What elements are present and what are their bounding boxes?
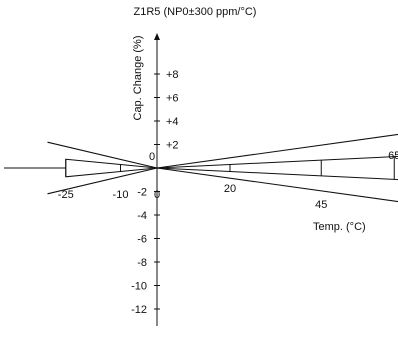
x-value-label: 65 <box>388 150 398 162</box>
y-tick-label: -6 <box>137 234 147 246</box>
tolerance-envelope <box>65 155 398 181</box>
origin-label: 0 <box>149 151 155 163</box>
y-tick-label: +6 <box>166 93 179 105</box>
y-tick-label: +2 <box>166 140 179 152</box>
x-axis-label: Temp. (°C) <box>313 221 366 233</box>
y-axis-label: Cap. Change (%) <box>132 36 144 121</box>
x-value-label: -10 <box>113 189 129 201</box>
y-tick-label: +8 <box>166 69 179 81</box>
x-value-label: 20 <box>224 183 236 195</box>
y-tick-label: +4 <box>166 116 179 128</box>
x-value-label: -25 <box>58 189 74 201</box>
y-tick-label: -4 <box>137 210 147 222</box>
x-value-label: 0 <box>154 189 160 201</box>
y-tick-label: -10 <box>131 281 147 293</box>
chart-marks: +8+6+4+2-2-4-6-8-10-12-25-10020456585 <box>4 33 398 326</box>
y-axis-arrow <box>154 33 160 40</box>
lower-limit-line <box>47 167 398 203</box>
y-tick-label: -12 <box>131 304 147 316</box>
y-tick-label: -2 <box>137 187 147 199</box>
y-tick-label: -8 <box>137 257 147 269</box>
chart-title: Z1R5 (NP0±300 ppm/°C) <box>134 6 257 18</box>
x-value-label: 45 <box>315 199 327 211</box>
